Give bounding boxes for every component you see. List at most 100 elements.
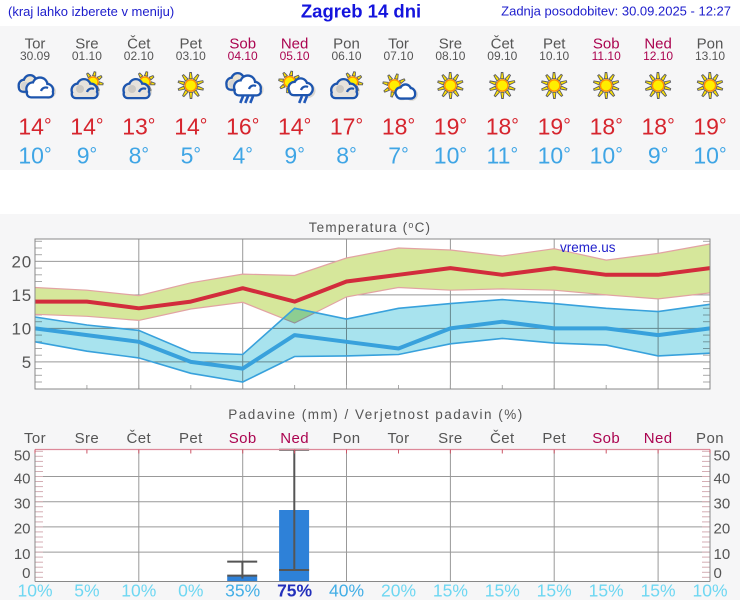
svg-text:13.10: 13.10 [695, 49, 725, 63]
svg-text:Pon: Pon [333, 430, 361, 447]
svg-text:0: 0 [22, 565, 30, 582]
svg-text:14°: 14° [278, 114, 311, 140]
svg-text:Pet: Pet [179, 430, 203, 447]
svg-text:4°: 4° [232, 143, 252, 169]
svg-text:15%: 15% [641, 581, 676, 600]
svg-text:Temperatura (oC): Temperatura (oC) [309, 220, 432, 235]
svg-text:18°: 18° [641, 114, 674, 140]
svg-text:11.10: 11.10 [592, 49, 621, 63]
svg-text:75%: 75% [277, 581, 312, 600]
svg-text:Pet: Pet [542, 430, 566, 447]
svg-text:06.10: 06.10 [331, 49, 361, 63]
svg-text:Tor: Tor [24, 430, 46, 447]
svg-text:10°: 10° [590, 143, 623, 169]
svg-text:14°: 14° [174, 114, 207, 140]
svg-text:Čet: Čet [490, 430, 515, 447]
svg-text:Pet: Pet [543, 36, 566, 53]
svg-text:35%: 35% [225, 581, 260, 600]
svg-text:07.10: 07.10 [383, 49, 413, 63]
svg-text:40: 40 [14, 470, 31, 487]
svg-text:Zagreb 14 dni: Zagreb 14 dni [301, 1, 421, 22]
svg-text:9°: 9° [648, 143, 668, 169]
svg-text:18°: 18° [590, 114, 623, 140]
svg-text:04.10: 04.10 [228, 49, 258, 63]
svg-text:03.10: 03.10 [176, 49, 206, 63]
svg-text:10°: 10° [693, 143, 726, 169]
svg-text:8°: 8° [336, 143, 356, 169]
svg-text:15: 15 [11, 286, 32, 305]
svg-text:20: 20 [714, 521, 731, 538]
svg-text:Tor: Tor [388, 36, 409, 53]
svg-text:Tor: Tor [25, 36, 46, 53]
svg-text:30.09: 30.09 [20, 49, 50, 63]
svg-text:Sre: Sre [439, 36, 462, 53]
svg-text:50: 50 [14, 447, 31, 464]
svg-text:01.10: 01.10 [72, 49, 102, 63]
svg-text:50: 50 [714, 447, 731, 464]
svg-text:Sob: Sob [592, 430, 620, 447]
svg-text:Tor: Tor [387, 430, 409, 447]
svg-text:Sre: Sre [75, 430, 100, 447]
svg-text:Padavine (mm) / Verjetnost pad: Padavine (mm) / Verjetnost padavin (%) [228, 407, 524, 422]
svg-text:20: 20 [14, 521, 31, 538]
svg-text:Pet: Pet [180, 36, 203, 53]
svg-text:10: 10 [11, 320, 32, 339]
svg-text:10: 10 [714, 546, 731, 563]
svg-text:30: 30 [14, 496, 31, 513]
svg-text:10.10: 10.10 [539, 49, 569, 63]
svg-text:9°: 9° [77, 143, 97, 169]
svg-text:0%: 0% [178, 581, 203, 600]
svg-text:Čet: Čet [127, 430, 152, 447]
svg-text:8°: 8° [129, 143, 149, 169]
svg-text:18°: 18° [486, 114, 519, 140]
svg-text:(kraj lahko izberete v meniju): (kraj lahko izberete v meniju) [8, 4, 174, 19]
svg-text:5%: 5% [74, 581, 99, 600]
svg-text:Čet: Čet [491, 36, 515, 53]
svg-text:15%: 15% [485, 581, 520, 600]
svg-text:Pon: Pon [333, 36, 360, 53]
svg-text:Sre: Sre [75, 36, 98, 53]
svg-text:vreme.us: vreme.us [560, 240, 616, 255]
svg-text:40: 40 [714, 470, 731, 487]
svg-text:17°: 17° [330, 114, 363, 140]
svg-text:9°: 9° [284, 143, 304, 169]
svg-text:20%: 20% [381, 581, 416, 600]
svg-text:05.10: 05.10 [280, 49, 310, 63]
svg-text:14°: 14° [18, 114, 51, 140]
svg-text:12.10: 12.10 [643, 49, 673, 63]
svg-text:Ned: Ned [281, 36, 309, 53]
svg-text:16°: 16° [226, 114, 259, 140]
svg-text:10%: 10% [121, 581, 156, 600]
svg-text:30: 30 [714, 496, 731, 513]
svg-text:14°: 14° [70, 114, 103, 140]
svg-text:5: 5 [22, 353, 32, 372]
svg-text:15%: 15% [589, 581, 624, 600]
svg-text:Ned: Ned [280, 430, 309, 447]
svg-text:15%: 15% [537, 581, 572, 600]
svg-text:09.10: 09.10 [487, 49, 517, 63]
svg-text:Ned: Ned [644, 430, 673, 447]
svg-text:19°: 19° [538, 114, 571, 140]
svg-text:20: 20 [11, 253, 32, 272]
svg-text:Čet: Čet [127, 36, 151, 53]
svg-text:11°: 11° [487, 143, 519, 169]
svg-text:Sob: Sob [229, 430, 257, 447]
svg-text:15%: 15% [433, 581, 468, 600]
svg-text:Pon: Pon [696, 430, 724, 447]
svg-text:10%: 10% [17, 581, 52, 600]
svg-text:10: 10 [14, 546, 31, 563]
svg-text:Sob: Sob [593, 36, 620, 53]
svg-text:Zadnja posodobitev: 30.09.2025: Zadnja posodobitev: 30.09.2025 - 12:27 [501, 4, 731, 19]
svg-text:18°: 18° [382, 114, 415, 140]
svg-text:10°: 10° [434, 143, 467, 169]
svg-text:19°: 19° [693, 114, 726, 140]
svg-text:5°: 5° [181, 143, 201, 169]
svg-text:13°: 13° [122, 114, 155, 140]
svg-text:02.10: 02.10 [124, 49, 154, 63]
svg-text:19°: 19° [434, 114, 467, 140]
svg-text:10°: 10° [538, 143, 571, 169]
svg-text:10%: 10% [692, 581, 727, 600]
svg-text:Sre: Sre [438, 430, 463, 447]
svg-text:Ned: Ned [644, 36, 672, 53]
svg-text:7°: 7° [388, 143, 408, 169]
